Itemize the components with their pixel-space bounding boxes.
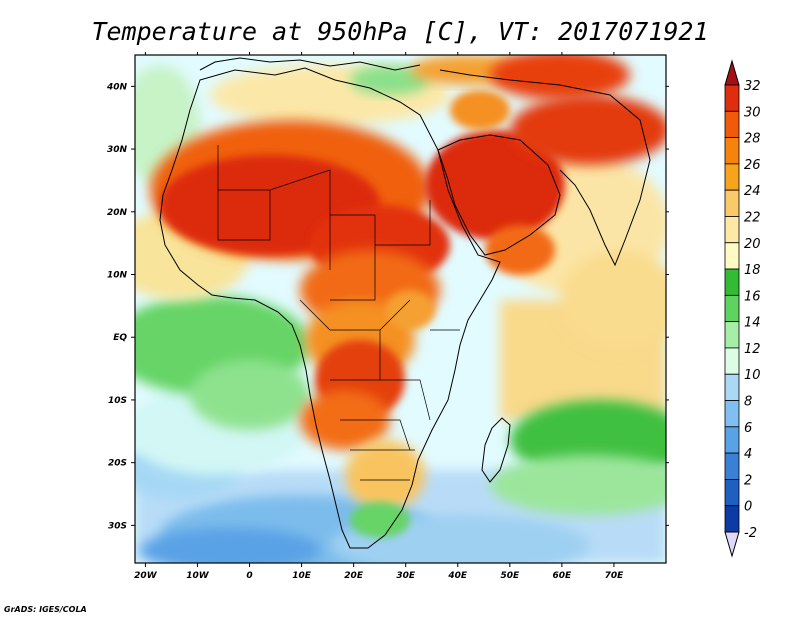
x-tick-label: 10E — [292, 571, 312, 581]
colorbar-label: 2 — [744, 473, 752, 488]
x-tick-label: 60E — [553, 571, 573, 581]
y-tick-label: EQ — [113, 333, 127, 343]
colorbar-swatch — [724, 242, 740, 270]
x-axis: 20W 10W 0 10E 20E 30E 40E 50E 60E 70E — [134, 52, 624, 581]
colorbar-label: 6 — [744, 421, 752, 436]
colorbar-swatch — [724, 347, 740, 375]
y-tick-label: 10S — [108, 396, 127, 406]
y-tick-label: 30S — [108, 521, 127, 531]
x-tick-label: 10W — [186, 571, 210, 581]
country-borders — [217, 145, 460, 481]
colorbar-label: 24 — [744, 184, 761, 199]
colorbar-swatch — [724, 479, 740, 507]
colorbar-label: 14 — [744, 316, 761, 331]
colorbar-swatch — [724, 321, 740, 349]
colorbar-swatch — [724, 505, 740, 533]
colorbar-label: 26 — [744, 158, 761, 173]
asia-coastline — [439, 69, 651, 267]
colorbar-label: 22 — [744, 210, 761, 225]
colorbar-label: 18 — [744, 263, 761, 278]
colorbar-label: 4 — [744, 447, 752, 462]
colorbar-swatch — [724, 268, 740, 296]
arabia-coastline — [437, 134, 561, 256]
colorbar-label: 12 — [744, 342, 761, 357]
colorbar-swatch — [724, 137, 740, 165]
y-axis: 40N 30N 20N 10N EQ 10S 20S 30S — [106, 82, 669, 531]
colorbar-swatch — [724, 452, 740, 480]
colorbar-swatch — [724, 400, 740, 428]
colorbar-swatch — [724, 373, 740, 401]
y-tick-label: 20N — [107, 208, 128, 218]
colorbar-label: 20 — [744, 237, 761, 252]
europe-coastline — [199, 57, 421, 71]
y-tick-label: 30N — [107, 145, 128, 155]
colorbar-label: 32 — [744, 79, 761, 94]
x-tick-label: 50E — [500, 571, 520, 581]
credit-text: GrADS: IGES/COLA — [4, 605, 87, 614]
colorbar-label: 28 — [744, 132, 761, 147]
x-tick-label: 70E — [605, 571, 625, 581]
colorbar-bottom-triangle — [724, 531, 740, 558]
x-tick-label: 0 — [246, 571, 252, 581]
colorbar-swatch — [724, 84, 740, 112]
colorbar-swatch — [724, 426, 740, 454]
y-tick-label: 40N — [106, 82, 128, 92]
colorbar-label: 10 — [744, 368, 761, 383]
colorbar-swatch — [724, 294, 740, 323]
colorbar-label: 0 — [744, 500, 752, 515]
x-tick-label: 30E — [396, 571, 416, 581]
colorbar-swatch — [724, 189, 740, 217]
x-tick-label: 20W — [134, 571, 158, 581]
y-tick-label: 10N — [107, 271, 128, 281]
colorbar-label: 8 — [744, 395, 752, 410]
temperature-field — [135, 55, 666, 563]
x-tick-label: 40E — [447, 571, 468, 581]
colorbar-top-triangle — [724, 59, 740, 86]
madagascar-coastline — [481, 417, 511, 483]
x-tick-label: 20E — [344, 571, 364, 581]
africa-coastline — [159, 67, 501, 549]
colorbar-swatch — [724, 163, 740, 191]
colorbar-label: 16 — [744, 289, 761, 304]
y-tick-label: 20S — [108, 459, 127, 469]
colorbar-label: -2 — [744, 526, 757, 541]
colorbar-swatch — [724, 110, 740, 138]
plot-frame — [134, 54, 667, 564]
colorbar-swatch — [724, 216, 740, 244]
map-title: Temperature at 950hPa [C], VT: 201707192… — [91, 17, 708, 46]
coastlines — [159, 57, 651, 549]
colorbar-label: 30 — [744, 105, 761, 120]
